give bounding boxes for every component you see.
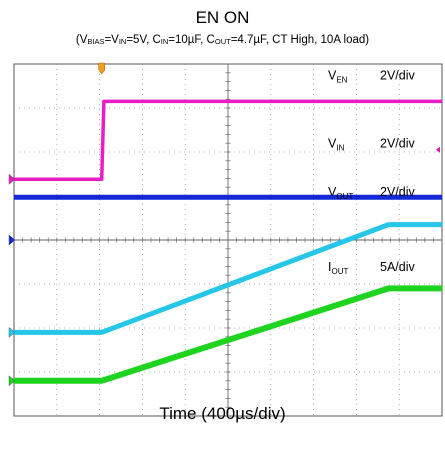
- label-v-en: VEN: [328, 68, 348, 84]
- channel-marker-icon: [8, 234, 16, 246]
- channel-marker-icon: [8, 173, 16, 185]
- scale-out: 2V/div: [380, 185, 415, 199]
- traces: [14, 99, 442, 384]
- scale-in: 2V/div: [380, 137, 415, 151]
- trace-v-out: [14, 222, 442, 335]
- channel-marker-icon: [8, 326, 16, 338]
- label-v-out: VOUT: [328, 185, 353, 201]
- label-v-in: VIN: [328, 137, 345, 153]
- trigger-marker-icon: [98, 62, 105, 75]
- scale-out: 5A/div: [380, 260, 415, 274]
- chart-title: EN ON: [195, 8, 250, 27]
- trace-i-out: [14, 285, 442, 384]
- trigger-level-icon: [436, 146, 440, 153]
- label-i-out: IOUT: [328, 260, 348, 276]
- channel-marker-icon: [8, 375, 16, 387]
- scale-en: 2V/div: [380, 68, 415, 82]
- grid: [13, 63, 443, 417]
- chart-subtitle: (VBIAS=VIN=5V, CIN=10µF, COUT=4.7µF, CT …: [75, 34, 370, 46]
- trace-labels: VEN 2V/div VIN 2V/div VOUT 2V/div IOUT 5A/div: [328, 68, 415, 275]
- channel-markers: [8, 62, 440, 387]
- trace-v-en: [14, 99, 442, 182]
- x-axis-label: Time (400µs/div): [159, 404, 286, 423]
